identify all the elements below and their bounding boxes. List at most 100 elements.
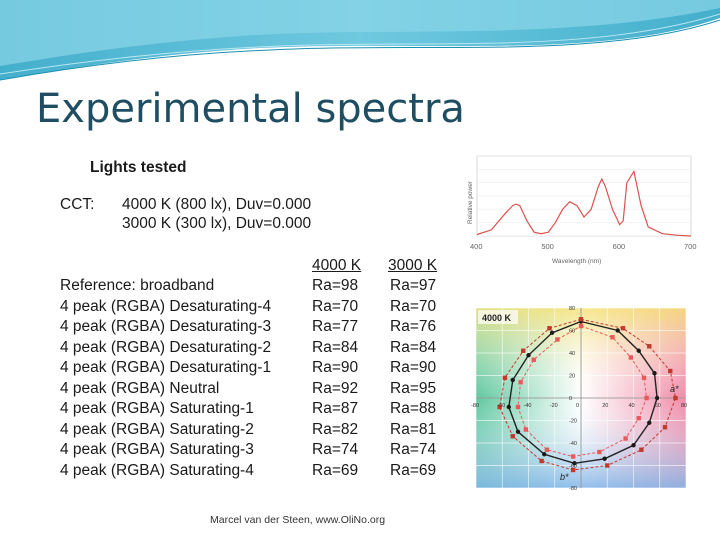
cie-point: [515, 404, 521, 410]
cie-point: [542, 452, 547, 457]
cie-point: [544, 447, 550, 452]
cie-point: [547, 326, 552, 331]
table-row-ra-3000k: Ra=76: [390, 318, 437, 335]
cie-x-tick: -40: [524, 403, 532, 409]
table-row-ra-3000k: Ra=90: [390, 359, 437, 376]
slide-credit: Marcel van der Steen, www.OliNo.org: [210, 514, 386, 526]
table-row-ra-4000k: Ra=82: [312, 420, 359, 438]
cie-x-tick: 40: [629, 403, 635, 409]
cie-point: [644, 395, 649, 401]
cie-point: [605, 463, 610, 468]
cie-point: [647, 344, 652, 349]
cie-point: [610, 335, 615, 340]
cie-series-outline: [499, 318, 677, 471]
table-row-name: 4 peak (RGBA) Desaturating-4: [60, 297, 272, 315]
header-wave-banner: [0, 0, 720, 81]
cie-point: [539, 458, 544, 464]
cct-line-1: 4000 K (800 lx), Duv=0.000: [122, 196, 312, 213]
cie-point: [521, 348, 526, 353]
table-row-name: 4 peak (RGBA) Desaturating-1: [60, 359, 272, 376]
cie-point: [639, 447, 644, 452]
cie-point: [555, 337, 560, 342]
table-row-ra-4000k: Ra=74: [312, 441, 359, 458]
table-row-ra-3000k: Ra=95: [390, 379, 437, 397]
cie-x-tick: 80: [681, 403, 687, 409]
table-row-name: Reference: broadband: [60, 277, 215, 294]
cie-point: [510, 377, 515, 383]
cie-point: [497, 404, 502, 410]
cie-point: [623, 436, 628, 441]
cie-point: [526, 353, 531, 358]
cie-point: [602, 456, 607, 461]
cie-y-tick: -60: [569, 464, 577, 470]
cie-point: [597, 449, 602, 455]
spectrum-x-tick: 700: [684, 242, 697, 251]
cie-point: [578, 323, 584, 329]
table-row-ra-4000k: Ra=90: [312, 359, 359, 376]
spectrum-ylabel: Relative power: [467, 180, 474, 224]
cie-series-outline: [508, 320, 658, 465]
cie-point: [641, 375, 647, 380]
cie-point: [523, 427, 529, 432]
spectrum-x-tick: 400: [470, 242, 483, 251]
cie-point: [578, 317, 584, 322]
table-row-ra-3000k: Ra=74: [390, 441, 437, 458]
cie-x-tick: -20: [550, 403, 558, 409]
spectrum-xlabel: Wavelength (nm): [552, 258, 601, 265]
table-row-ra-4000k: Ra=87: [312, 400, 359, 417]
table-row-ra-4000k: Ra=98: [312, 277, 359, 294]
table-row-name: 4 peak (RGBA) Desaturating-3: [60, 318, 272, 335]
slide-title: Experimental spectra: [36, 86, 465, 132]
table-row-ra-3000k: Ra=70: [390, 297, 437, 315]
table-row-ra-3000k: Ra=88: [390, 400, 437, 417]
cie-ylabel: b*: [560, 472, 569, 482]
cie-y-tick: -80: [569, 486, 577, 492]
table-row-ra-4000k: Ra=92: [312, 379, 359, 397]
table-row-name: 4 peak (RGBA) Desaturating-2: [60, 338, 272, 356]
table-row-name: 4 peak (RGBA) Saturating-4: [60, 461, 254, 479]
table-row-ra-4000k: Ra=70: [312, 297, 359, 315]
spectrum-x-tick: 600: [613, 242, 626, 251]
table-row-ra-3000k: Ra=69: [390, 461, 437, 479]
cie-point: [515, 429, 521, 434]
cie-y-tick: 60: [569, 329, 575, 335]
cie-ab-chart: -80 -60 -40 -20 0 20 40 60 80 80 60 40 20 0 -20 -40 -60 -…: [471, 306, 687, 492]
table-heading: Lights tested: [90, 159, 187, 176]
cie-point: [652, 371, 657, 376]
cct-label: CCT:: [60, 196, 95, 213]
cie-point: [510, 434, 515, 439]
table-row-name: 4 peak (RGBA) Saturating-2: [60, 420, 254, 438]
cie-x-tick: 20: [602, 403, 608, 409]
col-header-4000k: 4000 K: [312, 257, 362, 274]
table-row-name: 4 peak (RGBA) Saturating-1: [60, 400, 254, 417]
cie-point: [506, 404, 512, 410]
table-row-ra-3000k: Ra=81: [390, 420, 437, 438]
cie-series-outline: [517, 325, 648, 458]
table-row-ra-4000k: Ra=69: [312, 461, 359, 479]
cie-point: [673, 395, 678, 401]
table-row-ra-3000k: Ra=84: [390, 338, 437, 356]
table-row-name: 4 peak (RGBA) Saturating-3: [60, 441, 254, 458]
cie-panel-label: 4000 K: [482, 313, 512, 323]
spectrum-chart: Relative power 400 500 600 700 Wavelength (…: [462, 154, 698, 272]
cie-point: [502, 375, 508, 380]
cie-point: [615, 328, 620, 333]
cie-point: [668, 368, 673, 374]
col-header-3000k: 3000 K: [388, 257, 438, 274]
cie-point: [647, 420, 652, 425]
cie-y-tick: 20: [569, 374, 575, 380]
cie-y-tick: 80: [569, 306, 575, 312]
cie-xlabel: a*: [670, 384, 679, 394]
cie-point: [628, 355, 634, 360]
cie-x-tick: 60: [655, 403, 661, 409]
cie-y-tick: -40: [569, 441, 577, 447]
table-row-ra-3000k: Ra=97: [390, 277, 437, 294]
cie-point: [662, 425, 668, 430]
cie-y-tick: -20: [569, 419, 577, 425]
spectrum-x-tick: 500: [541, 242, 554, 251]
cie-point: [531, 357, 536, 362]
cie-point: [570, 454, 576, 459]
cie-point: [570, 467, 576, 473]
cie-point: [636, 416, 641, 421]
table-row-ra-4000k: Ra=77: [312, 318, 359, 335]
